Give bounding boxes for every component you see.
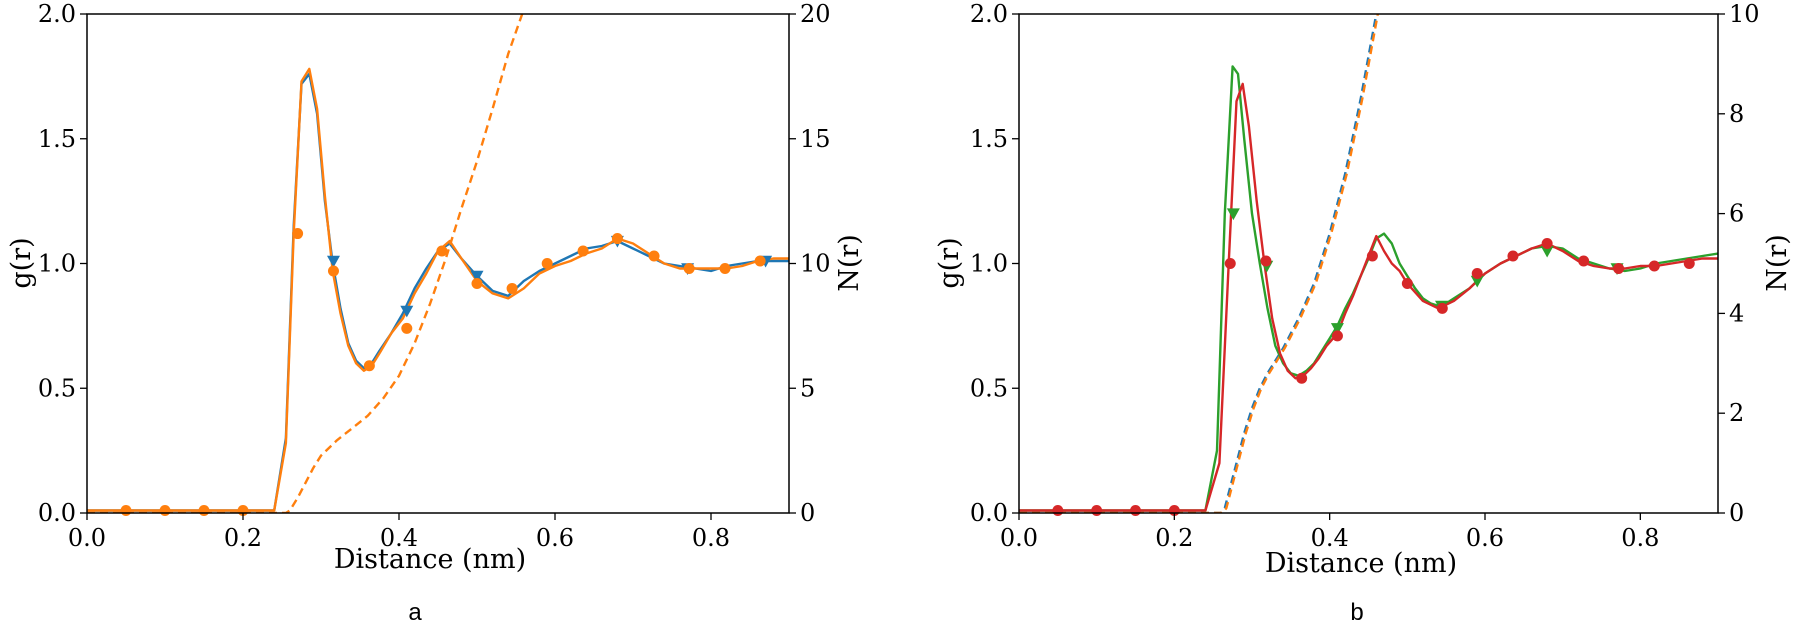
data-point-b-2 (1330, 323, 1344, 335)
data-point-a-0 (470, 270, 484, 283)
right-y-tick-label: 4 (1729, 299, 1744, 327)
data-point-b-3 (1541, 238, 1553, 250)
x-tick-label: 0.8 (1621, 524, 1659, 552)
cumulative-line-b-0 (1019, 14, 1378, 513)
data-point-b-3 (1331, 330, 1343, 342)
y-tick-label: 0.0 (970, 499, 1008, 527)
data-point-b-2 (1226, 208, 1240, 221)
right-axis-label-b: N(r) (1762, 234, 1793, 292)
x-tick-label: 0.4 (1311, 524, 1349, 552)
right-y-tick-label: 20 (800, 0, 831, 28)
y-tick-label: 0.5 (38, 374, 76, 402)
data-point-a-1 (401, 322, 413, 334)
data-point-b-3 (1507, 250, 1519, 262)
data-point-b-3 (1613, 262, 1625, 274)
y-tick-label: 1.0 (38, 250, 76, 278)
x-tick-label: 0.2 (1155, 524, 1193, 552)
data-point-b-3 (1471, 267, 1483, 279)
data-point-b-3 (1296, 372, 1308, 384)
panel-label-a: a (408, 599, 422, 626)
y-tick-label: 0.0 (38, 499, 76, 527)
data-point-b-3 (1578, 255, 1590, 267)
panel-b: 0.0 0.2 0.4 0.6 0.8 0.0 0.5 1.0 1.5 2.0 0 2 4 6 8 10 Di… (934, 0, 1793, 626)
data-point-a-1 (363, 360, 375, 372)
data-point-a-1 (683, 262, 695, 274)
panel-label-b: b (1350, 599, 1363, 626)
data-point-b-3 (1260, 255, 1272, 267)
data-point-b-3 (1224, 258, 1236, 269)
data-point-a-1 (436, 245, 448, 257)
data-point-a-1 (648, 250, 660, 262)
y-tick-label: 0.5 (970, 374, 1008, 402)
data-point-a-1 (292, 228, 304, 240)
right-y-tick-label: 2 (1729, 399, 1744, 427)
x-axis-label-b: Distance (nm) (1265, 548, 1457, 579)
data-point-b-3 (1401, 277, 1413, 289)
data-point-a-1 (506, 282, 518, 294)
data-point-a-1 (120, 505, 132, 517)
cumulative-line-b-1 (1019, 14, 1379, 513)
x-tick-label: 0.8 (692, 524, 730, 552)
right-y-tick-label: 0 (800, 499, 815, 527)
right-y-tick-label: 15 (800, 125, 831, 153)
data-point-b-3 (1366, 250, 1378, 262)
data-point-b-3 (1648, 260, 1660, 272)
data-point-a-1 (611, 233, 623, 245)
data-point-a-1 (754, 255, 766, 267)
data-point-a-1 (327, 265, 339, 277)
data-point-b-3 (1436, 302, 1448, 314)
x-tick-label: 0.4 (380, 524, 418, 552)
data-point-a-0 (400, 305, 414, 318)
y-axis-label-b: g(r) (934, 237, 965, 288)
right-y-tick-label: 5 (800, 374, 815, 402)
data-point-b-3 (1091, 505, 1103, 517)
x-tick-label: 0.6 (1466, 524, 1504, 552)
data-point-b-2 (1470, 275, 1484, 288)
data-point-a-1 (471, 277, 483, 289)
x-tick-label: 0.0 (68, 524, 106, 552)
data-point-b-3 (1130, 505, 1141, 517)
right-y-tick-label: 8 (1729, 100, 1744, 128)
data-point-b-3 (1052, 505, 1064, 517)
data-point-a-1 (577, 245, 589, 257)
data-point-a-1 (198, 505, 210, 517)
x-tick-label: 0.2 (224, 524, 262, 552)
y-tick-label: 1.5 (970, 125, 1008, 153)
y-tick-label: 2.0 (38, 0, 76, 28)
data-point-a-1 (719, 262, 731, 274)
panel-a: 0.0 0.2 0.4 0.6 0.8 0.0 0.5 1.0 1.5 2.0 0 5 10 15 20 D… (6, 0, 865, 626)
right-y-tick-label: 10 (1729, 0, 1760, 28)
x-axis-label-a: Distance (nm) (334, 544, 526, 575)
rdf-line-b-2 (1019, 65, 1718, 512)
data-point-a-1 (159, 505, 171, 517)
data-point-b-3 (1683, 258, 1695, 269)
right-y-tick-label: 6 (1729, 200, 1744, 228)
right-axis-label-a: N(r) (834, 234, 865, 292)
data-point-a-0 (326, 255, 340, 268)
y-tick-label: 2.0 (970, 0, 1008, 28)
right-y-tick-label: 10 (800, 250, 831, 278)
y-tick-label: 1.5 (38, 125, 76, 153)
x-tick-label: 0.0 (1000, 524, 1038, 552)
x-tick-label: 0.6 (536, 524, 574, 552)
cumulative-line-a-2 (87, 14, 524, 513)
y-tick-label: 1.0 (970, 250, 1008, 278)
data-point-b-2 (1540, 245, 1554, 258)
data-point-a-1 (541, 258, 553, 269)
y-axis-label-a: g(r) (6, 237, 37, 288)
right-y-tick-label: 0 (1729, 499, 1744, 527)
